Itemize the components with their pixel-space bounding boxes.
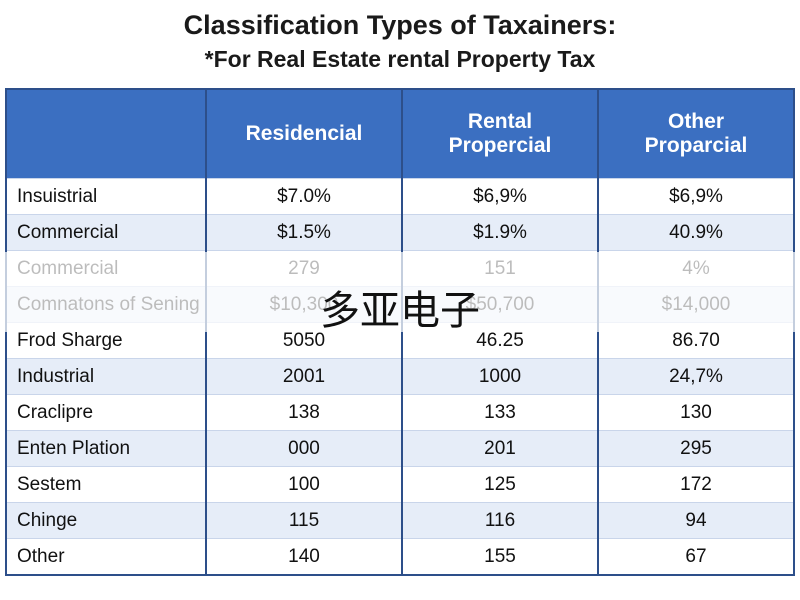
cell: 1000 — [401, 358, 598, 395]
cell: 2001 — [205, 358, 402, 395]
cell: $6,9% — [401, 178, 598, 215]
cell: 133 — [401, 394, 598, 431]
table-row: Chinge 115 116 94 — [5, 502, 794, 539]
title: Classification Types of Taxainers: — [183, 10, 617, 40]
cell: 295 — [597, 430, 794, 467]
row-label: Other — [5, 538, 206, 575]
row-label: Craclipre — [5, 394, 206, 431]
column-header: Rental Propercial — [401, 89, 598, 179]
cell: 94 — [597, 502, 794, 539]
cell: 40.9% — [597, 214, 794, 251]
table-row: Sestem 100 125 172 — [5, 466, 794, 503]
row-label: Industrial — [5, 358, 206, 395]
table-row: Commercial $1.5% $1.9% 40.9% — [5, 214, 794, 251]
cell: 115 — [205, 502, 402, 539]
cell: 130 — [597, 394, 794, 431]
cell: 172 — [597, 466, 794, 503]
table-row: Enten Plation 000 201 295 — [5, 430, 794, 467]
cell: $1.5% — [205, 214, 402, 251]
column-header: Residencial — [205, 89, 402, 179]
row-label: Sestem — [5, 466, 206, 503]
cell: 125 — [401, 466, 598, 503]
header-row: Residencial Rental Propercial Other Propar… — [5, 89, 794, 179]
cell: 201 — [401, 430, 598, 467]
cell: 67 — [597, 538, 794, 575]
row-label: Chinge — [5, 502, 206, 539]
table-body: Insuistrial $7.0% $6,9% $6,9% Commercial $1.5… — [5, 178, 794, 575]
table-row: Other 140 155 67 — [5, 538, 794, 575]
row-label: Commercial — [5, 214, 206, 251]
cell: 100 — [205, 466, 402, 503]
watermark-band — [0, 252, 800, 332]
cell: 000 — [205, 430, 402, 467]
cell: $7.0% — [205, 178, 402, 215]
watermark: 多亚电子 — [320, 289, 480, 333]
cell: 24,7% — [597, 358, 794, 395]
table-row: Craclipre 138 133 130 — [5, 394, 794, 431]
header-corner — [5, 89, 206, 179]
column-header: Other Proparcial — [597, 89, 794, 179]
cell: $1.9% — [401, 214, 598, 251]
cell: 138 — [205, 394, 402, 431]
cell: 155 — [401, 538, 598, 575]
table-row: Industrial 2001 1000 24,7% — [5, 358, 794, 395]
cell: 140 — [205, 538, 402, 575]
cell: 116 — [401, 502, 598, 539]
table-row: Insuistrial $7.0% $6,9% $6,9% — [5, 178, 794, 215]
subtitle: *For Real Estate rental Property Tax — [204, 46, 596, 72]
row-label: Insuistrial — [5, 178, 206, 215]
row-label: Enten Plation — [5, 430, 206, 467]
cell: $6,9% — [597, 178, 794, 215]
